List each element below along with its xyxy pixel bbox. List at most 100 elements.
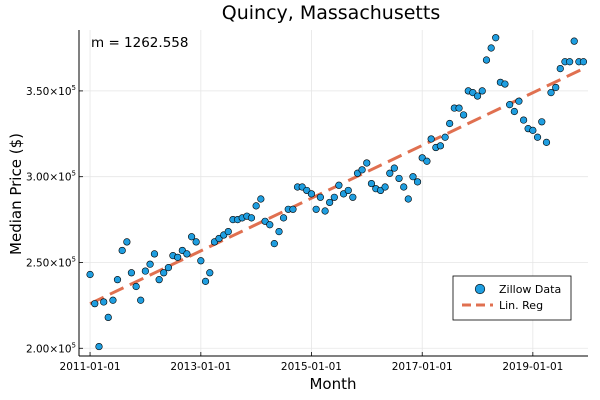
x-ticks: 2011-01-01 2013-01-01 2015-01-01 2017-01-01… <box>60 352 563 373</box>
data-point <box>510 107 518 116</box>
y-axis-label: Median Price ($) <box>7 133 25 255</box>
legend-label-linreg: Lin. Reg <box>499 299 543 312</box>
data-point <box>367 179 376 188</box>
data-point <box>201 277 210 285</box>
data-point <box>192 238 200 246</box>
y-tick-exponent: 5 <box>72 255 76 263</box>
data-point <box>95 342 103 351</box>
data-point <box>160 269 168 277</box>
data-point <box>91 300 99 308</box>
data-point <box>137 296 145 304</box>
data-point <box>363 159 371 167</box>
y-tick-exponent: 5 <box>72 170 76 178</box>
data-point <box>501 80 509 88</box>
data-point <box>141 267 149 275</box>
data-point <box>316 193 324 201</box>
data-point <box>349 193 357 201</box>
data-point <box>123 238 131 246</box>
x-tick-label: 2013-01-01 <box>170 361 231 373</box>
data-point <box>252 202 260 210</box>
slope-annotation: m = 1262.558 <box>91 35 188 51</box>
data-point <box>519 116 528 124</box>
data-point <box>390 164 398 172</box>
data-point <box>104 313 112 321</box>
data-point <box>570 37 578 45</box>
data-point <box>400 183 408 191</box>
data-point <box>427 135 435 143</box>
x-tick-label: 2011-01-01 <box>60 361 121 373</box>
data-point <box>529 126 537 134</box>
data-point <box>335 181 343 189</box>
data-point <box>409 173 417 181</box>
data-point <box>224 228 232 236</box>
data-point <box>423 157 431 165</box>
x-tick-label: 2017-01-01 <box>392 361 453 373</box>
data-point <box>381 183 389 191</box>
data-point <box>164 264 173 272</box>
y-tick-label: 2.50×105 <box>26 255 76 269</box>
data-point <box>183 250 191 258</box>
data-point <box>187 233 196 241</box>
data-point <box>413 178 422 186</box>
y-tick-label: 3.50×105 <box>26 84 76 98</box>
data-point <box>538 118 546 126</box>
data-point <box>197 257 205 265</box>
data-point <box>344 186 352 195</box>
data-point <box>118 246 126 255</box>
scatter-points <box>86 34 588 351</box>
legend: Zillow Data Lin. Reg <box>452 275 572 321</box>
data-point <box>386 169 394 177</box>
data-point <box>109 296 117 304</box>
data-point <box>404 195 412 203</box>
legend-marker-zillow <box>474 283 486 295</box>
data-point <box>330 193 338 201</box>
data-point <box>455 104 463 112</box>
data-point <box>579 58 588 66</box>
legend-label-zillow: Zillow Data <box>499 283 561 296</box>
data-point <box>533 133 542 141</box>
data-point <box>326 198 334 207</box>
data-point <box>257 195 265 203</box>
x-tick-label: 2015-01-01 <box>281 361 342 373</box>
data-point <box>132 282 140 291</box>
y-tick-mantissa: 3.00×10 <box>26 172 72 184</box>
chart-title: Quincy, Massachusetts <box>222 2 440 24</box>
data-point <box>556 65 564 73</box>
data-point <box>358 166 366 174</box>
data-point <box>542 138 551 146</box>
data-point <box>473 92 482 100</box>
data-point <box>478 87 486 95</box>
data-point <box>307 190 316 198</box>
data-point <box>113 276 122 284</box>
data-point <box>174 253 182 261</box>
data-point <box>482 56 491 64</box>
data-point <box>547 89 555 97</box>
data-point <box>270 240 278 248</box>
data-point <box>552 83 560 92</box>
y-tick-label: 2.00×105 <box>26 341 76 355</box>
data-point <box>441 133 449 141</box>
data-point <box>266 221 274 229</box>
x-tick-label: 2019-01-01 <box>502 361 563 373</box>
data-point <box>515 97 523 105</box>
data-point <box>312 205 320 213</box>
data-point <box>436 142 445 150</box>
data-point <box>275 228 283 236</box>
data-point <box>279 214 288 222</box>
data-point <box>487 44 495 52</box>
y-tick-mantissa: 2.00×10 <box>26 343 72 355</box>
data-point <box>395 174 403 183</box>
x-axis-label: Month <box>309 375 356 393</box>
data-point <box>86 270 94 279</box>
axes <box>78 30 588 357</box>
data-point <box>492 34 500 42</box>
data-point <box>100 298 108 306</box>
y-tick-exponent: 5 <box>72 341 76 349</box>
y-tick-label: 3.00×105 <box>26 170 76 184</box>
data-point <box>150 250 159 258</box>
data-point <box>459 111 468 119</box>
y-tick-mantissa: 3.50×10 <box>26 86 72 98</box>
data-point <box>446 119 454 128</box>
